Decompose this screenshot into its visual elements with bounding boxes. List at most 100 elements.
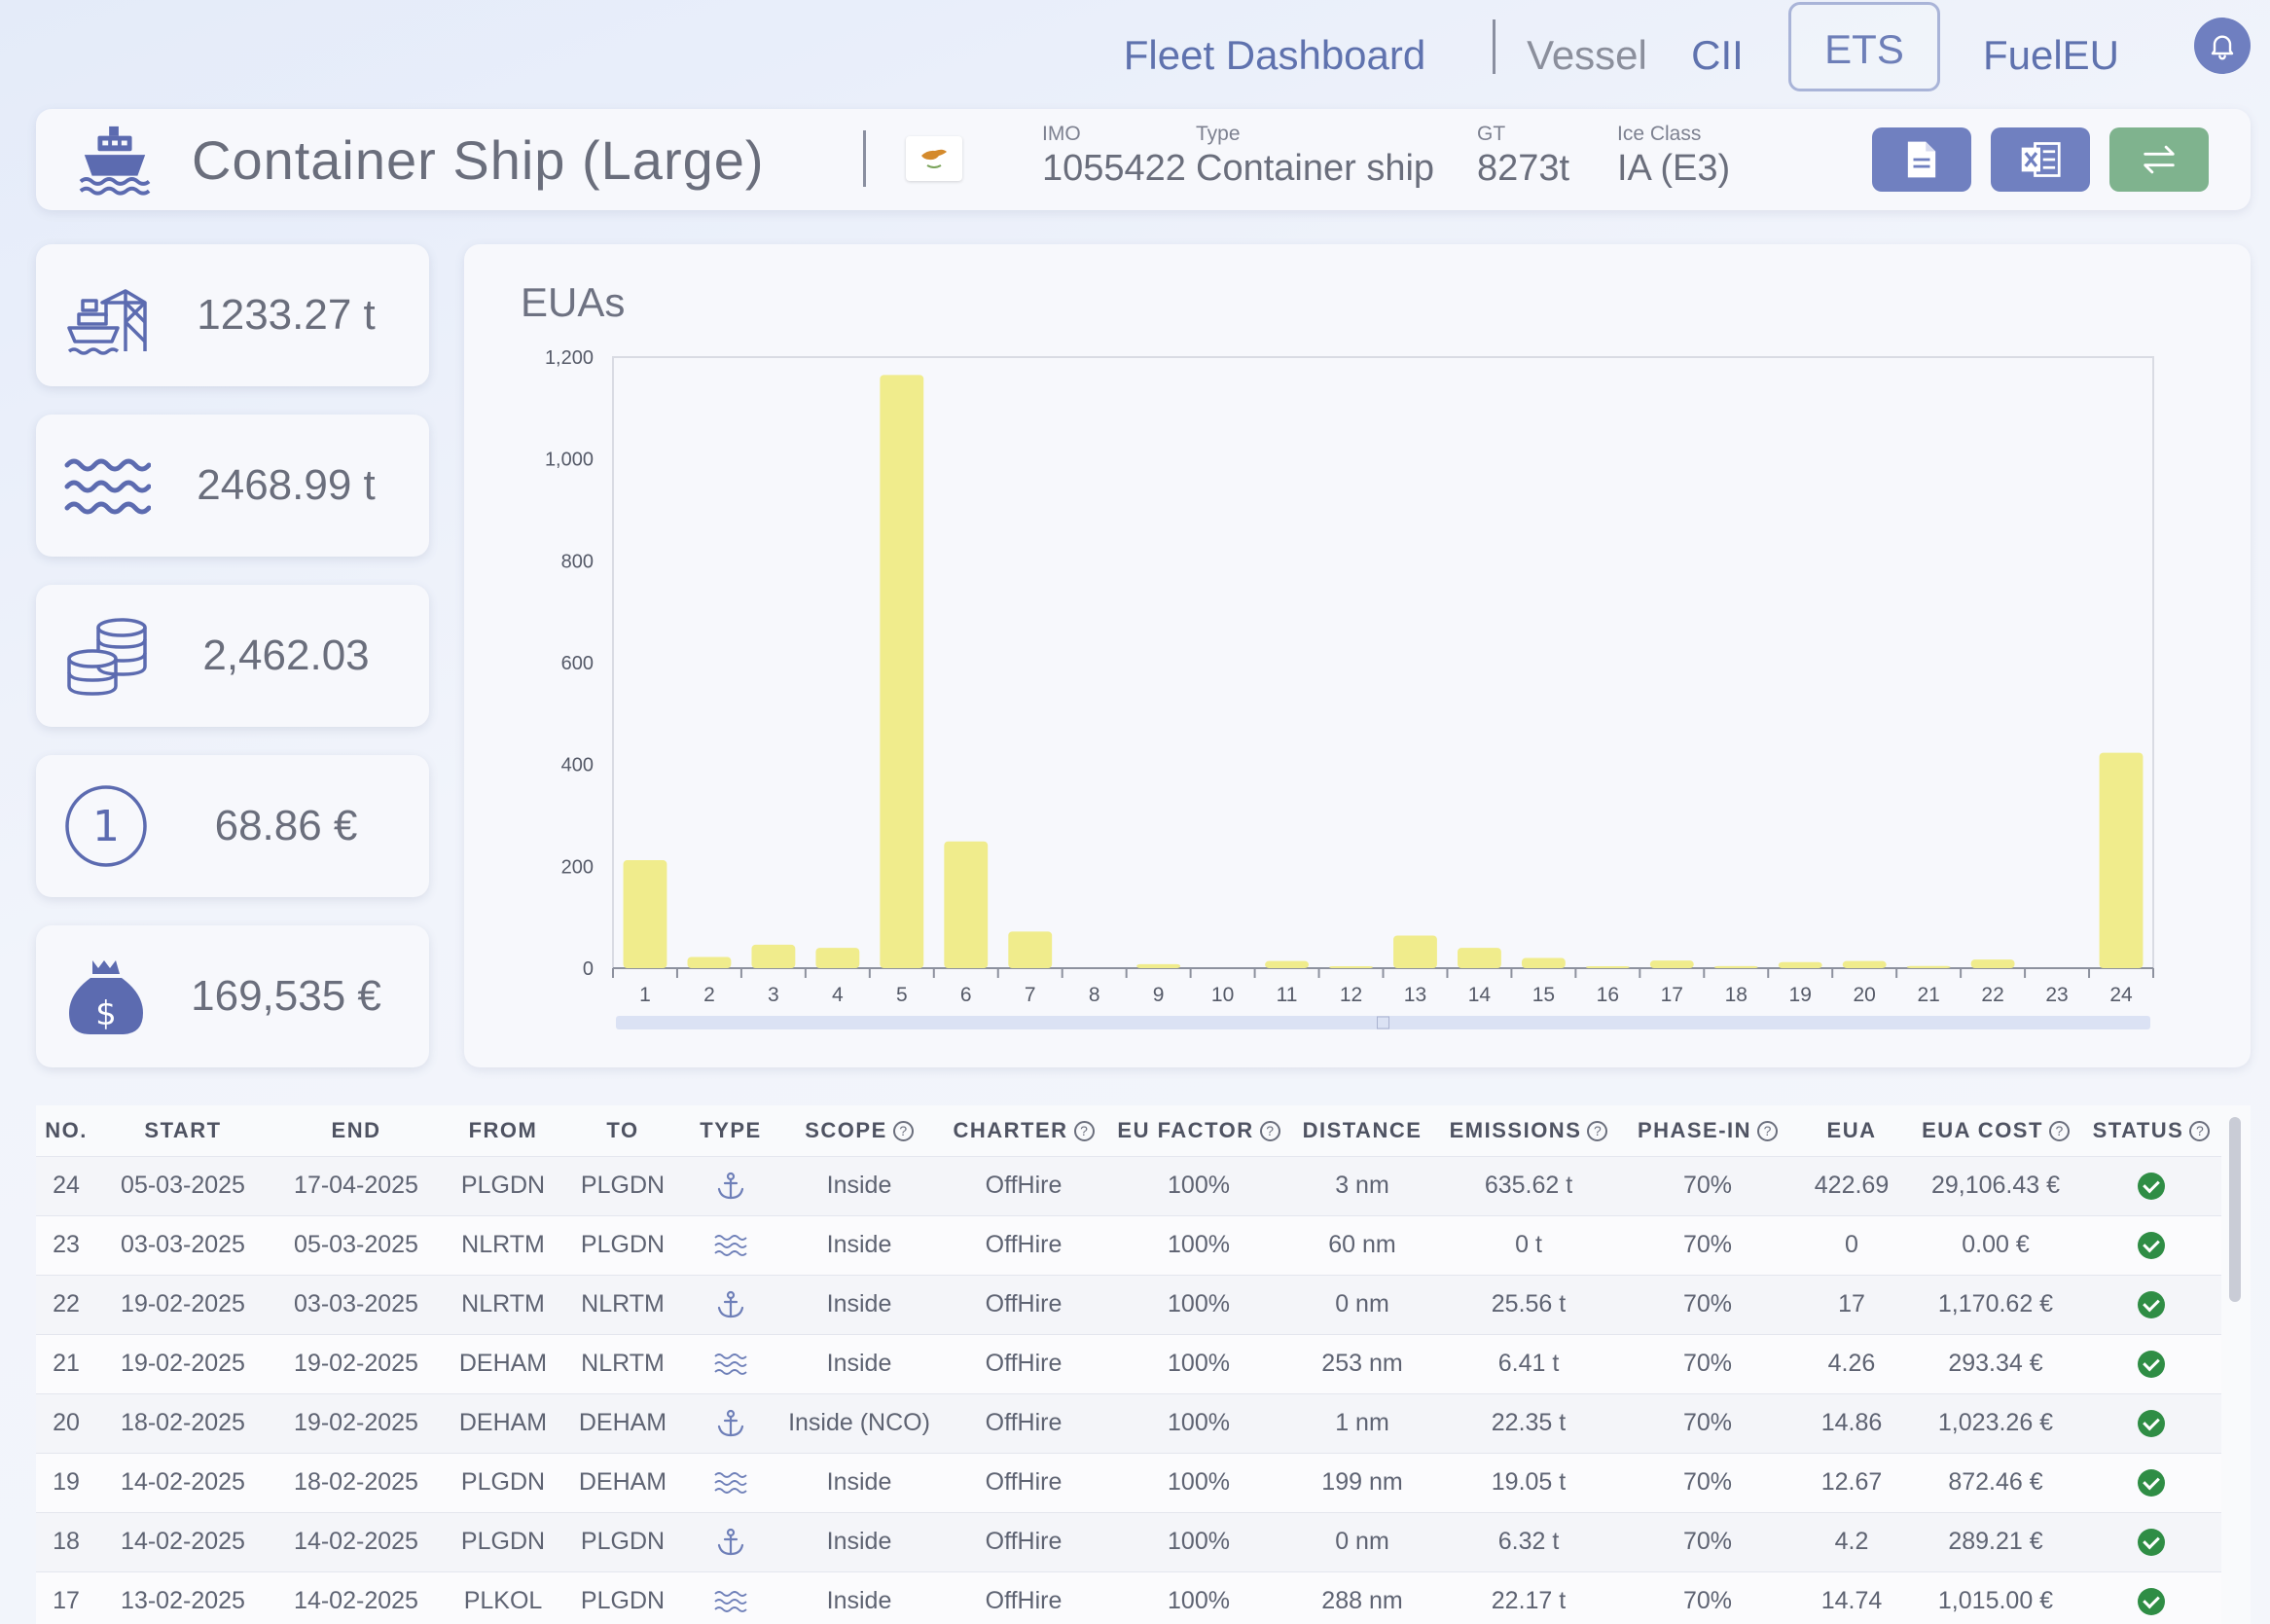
cell-type bbox=[682, 1511, 779, 1571]
cell-scope: Inside bbox=[779, 1333, 939, 1393]
col-header-end[interactable]: END bbox=[331, 1117, 381, 1142]
cell-eua-cost: 1,170.62 € bbox=[1910, 1274, 2081, 1334]
cell-type bbox=[682, 1570, 779, 1624]
table-row[interactable]: 21 19-02-2025 19-02-2025 DEHAM NLRTM Inside Of… bbox=[36, 1333, 2221, 1393]
notifications-button[interactable] bbox=[2194, 18, 2251, 74]
ship-icon bbox=[79, 126, 151, 196]
table-row[interactable]: 22 19-02-2025 03-03-2025 NLRTM NLRTM Inside Of… bbox=[36, 1274, 2221, 1334]
cell-eu-factor: 100% bbox=[1108, 1511, 1289, 1571]
cell-no: 19 bbox=[36, 1452, 96, 1512]
status-check-icon bbox=[2138, 1529, 2165, 1557]
cell-end: 18-02-2025 bbox=[270, 1452, 443, 1512]
stat-value: 68.86 € bbox=[214, 802, 358, 849]
nav-cii[interactable]: CII bbox=[1691, 32, 1744, 78]
table-row[interactable]: 18 14-02-2025 14-02-2025 PLGDN PLGDN Inside Of… bbox=[36, 1511, 2221, 1571]
nav-fueleu[interactable]: FuelEU bbox=[1982, 32, 2120, 78]
col-header-scope-label: SCOPE bbox=[805, 1117, 887, 1142]
cell-from: DEHAM bbox=[443, 1392, 563, 1453]
switch-vessel-button[interactable] bbox=[2109, 127, 2209, 192]
table-row[interactable]: 24 05-03-2025 17-04-2025 PLGDN PLGDN Inside Of… bbox=[36, 1155, 2221, 1215]
pdf-report-button[interactable] bbox=[1872, 127, 1971, 192]
cell-eua-cost: 872.46 € bbox=[1910, 1452, 2081, 1512]
col-header-eua[interactable]: EUA bbox=[1826, 1117, 1877, 1142]
cell-start: 19-02-2025 bbox=[96, 1333, 270, 1393]
help-icon[interactable]: ? bbox=[1259, 1120, 1280, 1141]
col-header-distance[interactable]: DISTANCE bbox=[1302, 1117, 1423, 1142]
zoom-slider-track bbox=[616, 1016, 2150, 1029]
col-header-emissions[interactable]: EMISSIONS? bbox=[1435, 1105, 1622, 1156]
table-row[interactable]: 17 13-02-2025 14-02-2025 PLKOL PLGDN Inside Of… bbox=[36, 1570, 2221, 1624]
table-row[interactable]: 20 18-02-2025 19-02-2025 DEHAM DEHAM Inside (… bbox=[36, 1392, 2221, 1453]
cell-phase-in: 70% bbox=[1622, 1452, 1793, 1512]
status-check-icon bbox=[2138, 1173, 2165, 1201]
nav-vessel[interactable]: Vessel bbox=[1527, 32, 1647, 78]
table-row[interactable]: 23 03-03-2025 05-03-2025 NLRTM PLGDN Inside Of… bbox=[36, 1214, 2221, 1275]
swap-arrows-icon bbox=[2144, 145, 2175, 174]
nav-fleet-dashboard[interactable]: Fleet Dashboard bbox=[1123, 32, 1426, 78]
table-scrollbar[interactable] bbox=[2229, 1117, 2241, 1302]
col-header-scope[interactable]: SCOPE? bbox=[779, 1105, 939, 1156]
help-icon[interactable]: ? bbox=[2189, 1120, 2211, 1141]
cell-charter: OffHire bbox=[939, 1333, 1108, 1393]
waves-icon bbox=[714, 1353, 747, 1375]
bar bbox=[1008, 931, 1053, 968]
ice-class-field: Ice Class IA (E3) bbox=[1617, 123, 1730, 190]
col-header-type[interactable]: TYPE bbox=[700, 1117, 762, 1142]
stat-card-eua-total: 2,462.03 bbox=[36, 585, 429, 727]
col-header-charter-label: CHARTER bbox=[953, 1117, 1068, 1142]
cell-status bbox=[2081, 1155, 2221, 1215]
x-tick-label: 3 bbox=[768, 984, 779, 1006]
cell-eua: 17 bbox=[1793, 1274, 1910, 1334]
status-check-icon bbox=[2138, 1291, 2165, 1319]
table-header-row: NO. START END FROM TO TYPE SCOPE? CHARTE… bbox=[36, 1105, 2221, 1156]
cell-to: DEHAM bbox=[563, 1392, 682, 1453]
x-tick-label: 2 bbox=[703, 984, 715, 1006]
col-header-charter[interactable]: CHARTER? bbox=[939, 1105, 1108, 1156]
money-bag-icon: $ bbox=[69, 960, 143, 1034]
col-header-eu-factor[interactable]: EU FACTOR? bbox=[1108, 1105, 1289, 1156]
cell-no: 21 bbox=[36, 1333, 96, 1393]
cell-scope: Inside bbox=[779, 1570, 939, 1624]
cell-to: PLGDN bbox=[563, 1214, 682, 1275]
help-icon[interactable]: ? bbox=[892, 1120, 914, 1141]
y-tick-label: 0 bbox=[583, 958, 594, 980]
waves-icon bbox=[714, 1471, 747, 1494]
help-icon[interactable]: ? bbox=[2048, 1120, 2070, 1141]
cell-charter: OffHire bbox=[939, 1392, 1108, 1453]
cell-end: 19-02-2025 bbox=[270, 1333, 443, 1393]
col-header-no[interactable]: NO. bbox=[45, 1117, 88, 1142]
gt-label: GT bbox=[1477, 123, 1506, 145]
col-header-eua-cost[interactable]: EUA COST? bbox=[1910, 1105, 2081, 1156]
table-row[interactable]: 19 14-02-2025 18-02-2025 PLGDN DEHAM Inside Of… bbox=[36, 1452, 2221, 1512]
cell-to: NLRTM bbox=[563, 1333, 682, 1393]
help-icon[interactable]: ? bbox=[1073, 1120, 1095, 1141]
bar bbox=[687, 956, 732, 968]
cell-no: 17 bbox=[36, 1570, 96, 1624]
type-value: Container ship bbox=[1196, 148, 1435, 189]
svg-text:1: 1 bbox=[92, 802, 120, 851]
nav-ets-active[interactable]: ETS bbox=[1788, 2, 1940, 91]
ice-class-value: IA (E3) bbox=[1617, 148, 1731, 189]
col-header-phase-in[interactable]: PHASE-IN? bbox=[1622, 1105, 1793, 1156]
excel-export-button[interactable] bbox=[1991, 127, 2090, 192]
col-header-status[interactable]: STATUS? bbox=[2081, 1105, 2221, 1156]
help-icon[interactable]: ? bbox=[1757, 1120, 1779, 1141]
stat-value: 2468.99 t bbox=[197, 461, 376, 509]
help-icon[interactable]: ? bbox=[1587, 1120, 1608, 1141]
cell-eua: 12.67 bbox=[1793, 1452, 1910, 1512]
col-header-start[interactable]: START bbox=[144, 1117, 222, 1142]
cell-phase-in: 70% bbox=[1622, 1155, 1793, 1215]
cell-eua: 14.74 bbox=[1793, 1570, 1910, 1624]
cell-distance: 3 nm bbox=[1289, 1155, 1435, 1215]
cell-type bbox=[682, 1452, 779, 1512]
cell-start: 14-02-2025 bbox=[96, 1452, 270, 1512]
col-header-from[interactable]: FROM bbox=[468, 1117, 538, 1142]
bar bbox=[1329, 966, 1373, 968]
vessel-name: Container Ship (Large) bbox=[192, 129, 765, 191]
imo-label: IMO bbox=[1042, 123, 1081, 145]
header-divider bbox=[863, 130, 866, 187]
cell-scope: Inside bbox=[779, 1452, 939, 1512]
col-header-to[interactable]: TO bbox=[606, 1117, 639, 1142]
cell-start: 14-02-2025 bbox=[96, 1511, 270, 1571]
